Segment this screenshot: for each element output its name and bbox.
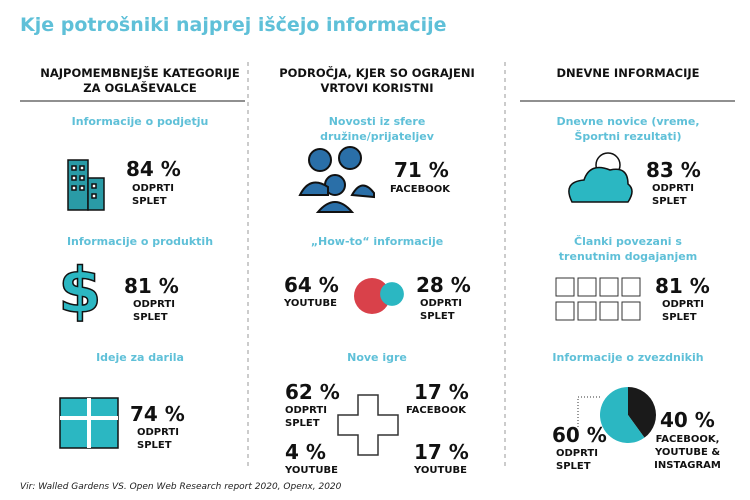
- stat-source: YOUTUBE: [414, 465, 467, 476]
- stat-value: 64 %: [284, 273, 339, 297]
- leader-line: [577, 396, 600, 427]
- stat-value: 81 %: [655, 274, 710, 298]
- item-label: Informacije o podjetju: [71, 115, 209, 128]
- item-label: Informacije o produktih: [66, 235, 214, 248]
- stat-source: FACEBOOK, YOUTUBE & INSTAGRAM: [654, 434, 721, 471]
- cloud-icon: [568, 152, 633, 203]
- item-label: Dnevne novice (vreme, Športni rezultati): [556, 115, 700, 143]
- stat-value: 84 %: [126, 157, 181, 181]
- pie-slice: [600, 387, 645, 443]
- stat-value: 71 %: [394, 158, 449, 182]
- item-label: Članki povezani s trenutnim dogajanjem: [558, 235, 698, 263]
- stat-source: ODPRTI SPLET: [652, 183, 694, 207]
- stat-value: 81 %: [124, 274, 179, 298]
- stat-source: YOUTUBE: [285, 465, 338, 476]
- column-header: PODROČJA, KJER SO OGRAJENI VRTOVI KORIST…: [279, 66, 475, 95]
- stat-source: ODPRTI SPLET: [133, 299, 175, 323]
- stat-source: FACEBOOK: [390, 184, 450, 195]
- stat-value: 28 %: [416, 273, 471, 297]
- stat-value: 17 %: [414, 440, 469, 464]
- source-note: Vir: Walled Gardens VS. Open Web Researc…: [20, 482, 342, 492]
- title: Kje potrošniki najprej iščejo informacij…: [20, 14, 447, 36]
- item-label: „How-to“ informacije: [310, 235, 444, 248]
- pie-slice: [628, 387, 657, 438]
- stat-value: 4 %: [285, 440, 326, 464]
- item-label: Novosti iz sfere družine/prijateljev: [320, 115, 434, 143]
- stat-source: FACEBOOK: [406, 405, 466, 416]
- stat-source: ODPRTI SPLET: [137, 427, 179, 451]
- stat-value: 74 %: [130, 402, 185, 426]
- bubble: [380, 282, 404, 306]
- column-header: NAJPOMEMBNEJŠE KATEGORIJE ZA OGLAŠEVALCE: [40, 66, 240, 95]
- newspapers-icon: [555, 277, 641, 321]
- column-header: DNEVNE INFORMACIJE: [556, 66, 700, 80]
- stat-source: YOUTUBE: [284, 298, 337, 309]
- dpad-icon: [337, 394, 399, 456]
- item-label: Informacije o zvezdnikih: [552, 351, 704, 364]
- building-icon: [67, 159, 105, 211]
- stat-source: ODPRTI SPLET: [132, 183, 174, 207]
- stat-source: ODPRTI SPLET: [285, 405, 327, 429]
- stat-value: 17 %: [414, 380, 469, 404]
- item-label: Nove igre: [347, 351, 407, 364]
- gift-icon: [59, 397, 119, 449]
- stat-source: ODPRTI SPLET: [556, 448, 598, 472]
- stat-value: 40 %: [660, 408, 715, 432]
- stat-value: 83 %: [646, 158, 701, 182]
- bubble: [354, 278, 390, 314]
- stat-source: ODPRTI SPLET: [420, 298, 462, 322]
- stat-value: 62 %: [285, 380, 340, 404]
- people-icon: [298, 146, 375, 213]
- item-label: Ideje za darila: [96, 351, 184, 364]
- stat-value: 60 %: [552, 423, 607, 447]
- stat-source: ODPRTI SPLET: [662, 299, 704, 323]
- dollar-icon: $: [58, 254, 101, 327]
